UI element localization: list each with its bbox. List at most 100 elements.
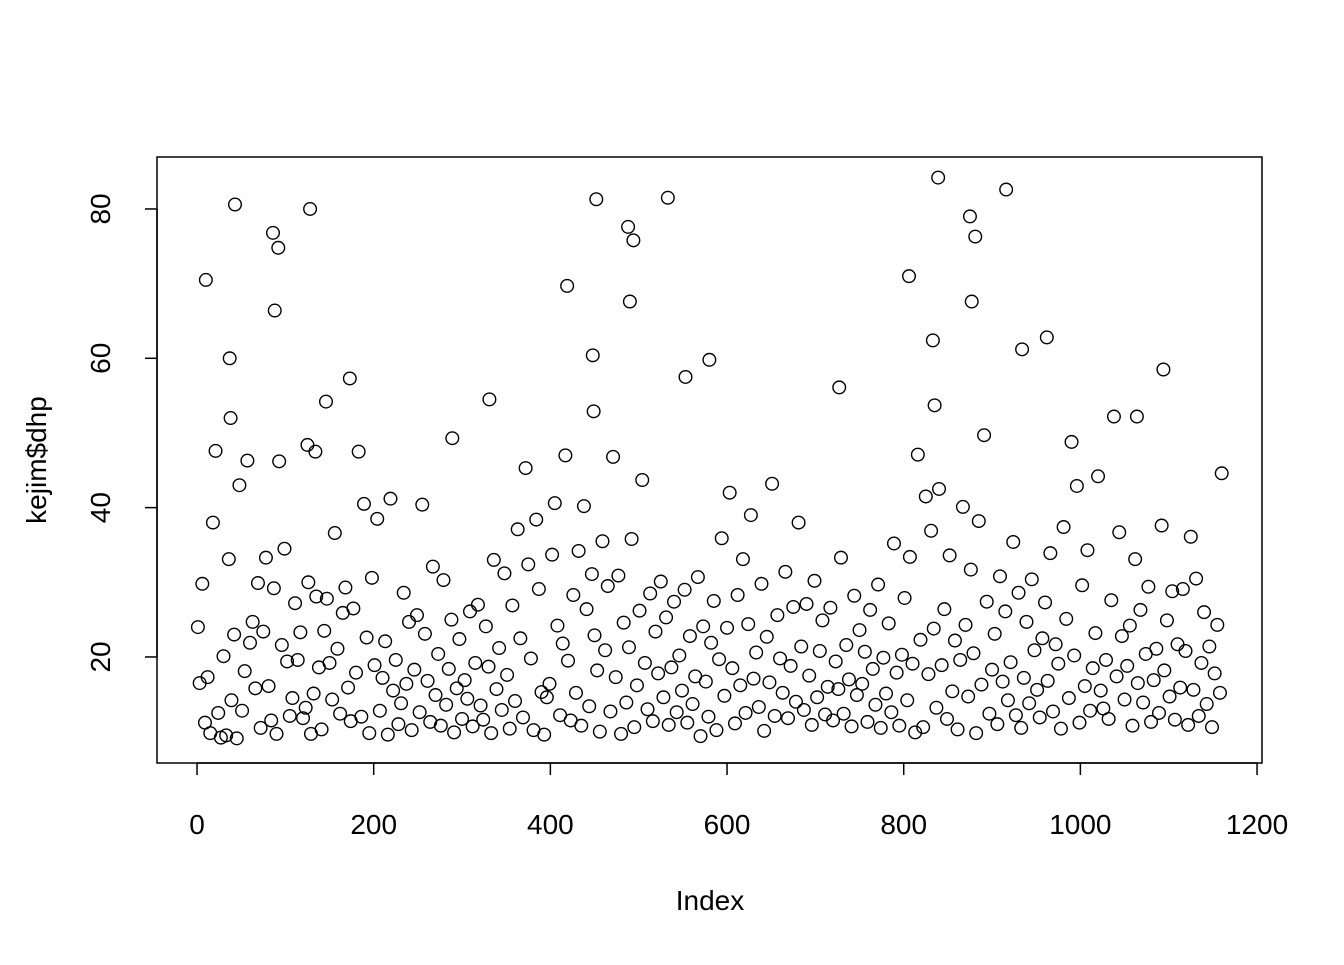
point xyxy=(341,680,356,695)
point xyxy=(531,582,546,597)
point xyxy=(648,624,663,639)
point xyxy=(738,705,753,720)
point xyxy=(1194,655,1209,670)
point xyxy=(500,667,515,682)
point xyxy=(987,626,1002,641)
point xyxy=(674,683,689,698)
y-tick-label: 20 xyxy=(85,641,116,672)
point xyxy=(669,705,684,720)
point xyxy=(364,570,379,585)
point xyxy=(1133,602,1148,617)
point xyxy=(961,689,976,704)
point xyxy=(754,576,769,591)
point xyxy=(441,661,456,676)
point xyxy=(282,708,297,723)
point xyxy=(545,547,560,562)
point xyxy=(266,581,281,596)
point xyxy=(314,722,329,737)
point xyxy=(222,351,237,366)
point xyxy=(616,615,631,630)
point xyxy=(624,531,639,546)
point xyxy=(417,626,432,641)
point xyxy=(1125,718,1140,733)
point xyxy=(780,711,795,726)
point xyxy=(1130,676,1145,691)
point xyxy=(677,582,692,597)
point xyxy=(412,705,427,720)
point xyxy=(267,303,282,318)
point xyxy=(515,710,530,725)
point xyxy=(301,575,316,590)
point xyxy=(455,711,470,726)
point xyxy=(778,564,793,579)
point xyxy=(494,702,509,717)
point xyxy=(265,225,280,240)
point xyxy=(568,685,583,700)
point xyxy=(264,713,279,728)
point xyxy=(598,643,613,658)
point xyxy=(897,590,912,605)
point xyxy=(1141,579,1156,594)
point xyxy=(1120,658,1135,673)
point xyxy=(963,562,978,577)
point xyxy=(600,579,615,594)
point xyxy=(611,568,626,583)
point xyxy=(921,667,936,682)
point xyxy=(585,348,600,363)
point xyxy=(216,649,231,664)
point xyxy=(962,209,977,224)
point xyxy=(1106,409,1121,424)
point xyxy=(486,552,501,567)
point xyxy=(590,663,605,678)
point xyxy=(547,496,562,511)
point xyxy=(1098,652,1113,667)
x-tick-label: 200 xyxy=(350,809,397,840)
point xyxy=(589,192,604,207)
point xyxy=(1191,708,1206,723)
point xyxy=(826,713,841,728)
point xyxy=(979,594,994,609)
point xyxy=(351,444,366,459)
point xyxy=(759,629,774,644)
point xyxy=(271,240,286,255)
point xyxy=(537,727,552,742)
point xyxy=(733,678,748,693)
point xyxy=(925,333,940,348)
point xyxy=(221,552,236,567)
point xyxy=(1019,614,1034,629)
point xyxy=(934,658,949,673)
point xyxy=(1151,705,1166,720)
point xyxy=(714,531,729,546)
point xyxy=(256,624,271,639)
point xyxy=(799,596,814,611)
point xyxy=(860,714,875,729)
point xyxy=(433,718,448,733)
x-tick-label: 400 xyxy=(527,809,574,840)
point xyxy=(481,659,496,674)
point xyxy=(1006,534,1021,549)
point xyxy=(844,719,859,734)
point xyxy=(902,549,917,564)
point xyxy=(765,476,780,491)
point xyxy=(847,588,862,603)
point xyxy=(619,695,634,710)
point xyxy=(725,661,740,676)
point xyxy=(470,597,485,612)
point xyxy=(685,697,700,712)
point xyxy=(354,709,369,724)
point xyxy=(622,294,637,309)
point xyxy=(555,636,570,651)
point xyxy=(319,591,334,606)
point xyxy=(449,681,464,696)
point xyxy=(1112,525,1127,540)
point xyxy=(985,662,1000,677)
point xyxy=(855,676,870,691)
point xyxy=(1059,611,1074,626)
point xyxy=(660,190,675,205)
point xyxy=(788,694,803,709)
point xyxy=(489,682,504,697)
point xyxy=(939,711,954,726)
point xyxy=(643,586,658,601)
point xyxy=(659,610,674,625)
point xyxy=(523,651,538,666)
